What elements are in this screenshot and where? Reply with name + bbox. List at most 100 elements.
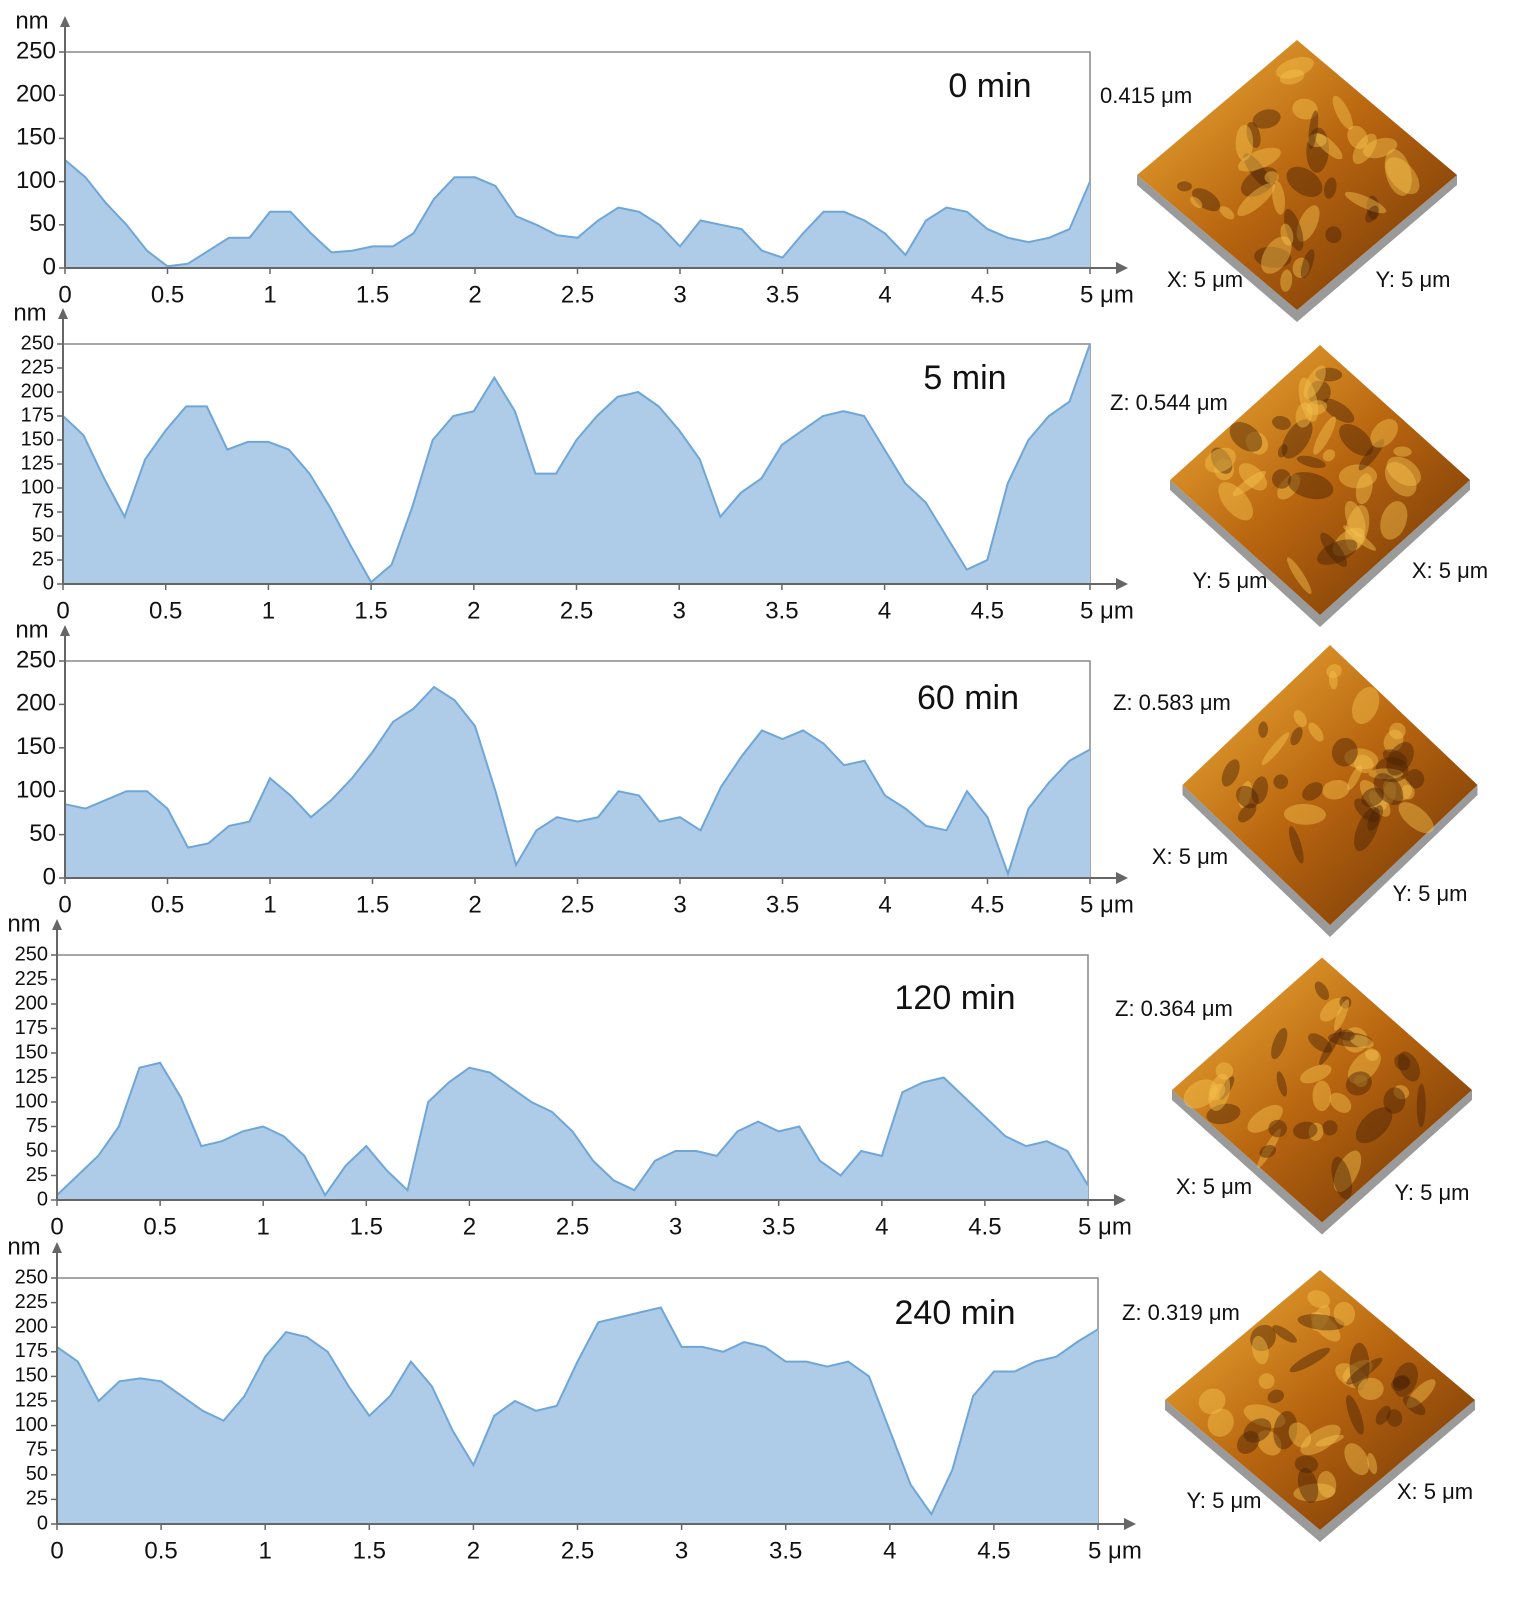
y-tick-label: 50 bbox=[32, 524, 54, 546]
y-tick-label: 200 bbox=[16, 81, 56, 108]
afm-texture bbox=[1307, 133, 1327, 148]
x-tick-label: 5 μm bbox=[1080, 597, 1134, 624]
afm-texture bbox=[1232, 470, 1267, 497]
image-annotation: X: 5 μm bbox=[1397, 1479, 1473, 1504]
afm-texture bbox=[1351, 686, 1380, 725]
afm-texture bbox=[1416, 1083, 1426, 1128]
afm-texture bbox=[1254, 246, 1292, 268]
afm-texture bbox=[1383, 1087, 1406, 1114]
afm-texture bbox=[1183, 1079, 1218, 1109]
y-tick-label: 150 bbox=[16, 124, 56, 151]
x-tick-label: 4.5 bbox=[971, 891, 1004, 918]
afm-texture bbox=[1327, 1031, 1373, 1048]
afm-texture bbox=[1393, 1362, 1418, 1397]
x-tick-label: 4 bbox=[878, 281, 891, 308]
afm-texture bbox=[1405, 769, 1425, 789]
afm-texture bbox=[1308, 722, 1324, 742]
afm-texture bbox=[1319, 1027, 1342, 1066]
afm-texture bbox=[1339, 996, 1352, 1009]
x-tick-label: 1 bbox=[262, 597, 275, 624]
afm-texture bbox=[1344, 500, 1366, 538]
x-arrow bbox=[1114, 1194, 1126, 1206]
afm-texture bbox=[1192, 188, 1221, 212]
afm-texture bbox=[1245, 431, 1269, 455]
afm-texture bbox=[1272, 415, 1291, 430]
x-tick-label: 2.5 bbox=[561, 1537, 594, 1564]
x-tick-label: 3 bbox=[673, 891, 686, 918]
afm-texture bbox=[1333, 1301, 1356, 1326]
afm-texture bbox=[1367, 1452, 1378, 1475]
afm-texture bbox=[1367, 805, 1384, 831]
x-tick-label: 4.5 bbox=[968, 1213, 1001, 1240]
y-tick-label: 75 bbox=[26, 1115, 48, 1137]
afm-texture bbox=[1296, 455, 1326, 469]
y-tick-label: 250 bbox=[15, 943, 48, 965]
profile-line bbox=[64, 685, 1091, 877]
afm-texture bbox=[1366, 195, 1380, 220]
afm-texture bbox=[1243, 1404, 1286, 1428]
afm-texture bbox=[1258, 1373, 1275, 1389]
x-tick-label: 1.5 bbox=[356, 891, 389, 918]
afm-texture bbox=[1344, 1443, 1370, 1476]
afm-texture bbox=[1218, 482, 1254, 521]
afm-texture bbox=[1294, 1455, 1319, 1473]
afm-texture bbox=[1276, 1071, 1288, 1097]
y-arrow bbox=[60, 16, 70, 27]
afm-texture bbox=[1290, 727, 1303, 746]
afm-texture bbox=[1190, 196, 1203, 209]
y-tick-label: 250 bbox=[16, 37, 56, 64]
afm-texture bbox=[1277, 444, 1288, 458]
afm-texture bbox=[1251, 776, 1269, 805]
afm-texture bbox=[1339, 423, 1374, 456]
afm-texture bbox=[1210, 447, 1233, 474]
y-tick-label: 200 bbox=[16, 690, 56, 717]
y-tick-label: 50 bbox=[29, 210, 56, 237]
area-fill bbox=[65, 160, 1090, 268]
afm-texture bbox=[1375, 757, 1409, 783]
x-arrow bbox=[1116, 578, 1128, 590]
image-annotation: Z: 0.319 μm bbox=[1122, 1300, 1240, 1325]
afm-texture bbox=[1271, 1027, 1288, 1060]
x-arrow bbox=[1124, 1518, 1136, 1530]
x-tick-label: 4 bbox=[878, 597, 891, 624]
afm-texture bbox=[1308, 1033, 1333, 1053]
afm-texture bbox=[1358, 439, 1385, 471]
afm-texture bbox=[1373, 773, 1404, 805]
afm-texture bbox=[1320, 532, 1347, 567]
afm-texture bbox=[1240, 167, 1278, 197]
afm-texture bbox=[1322, 398, 1355, 423]
afm-texture bbox=[1271, 469, 1292, 489]
y-tick-label: 150 bbox=[16, 733, 56, 760]
image-annotation: Z: 0.544 μm bbox=[1110, 390, 1228, 415]
x-tick-label: 0 bbox=[58, 891, 71, 918]
afm-texture bbox=[1393, 1085, 1410, 1100]
afm-texture bbox=[1310, 1311, 1341, 1342]
y-tick-label: 50 bbox=[29, 820, 56, 847]
x-tick-label: 4.5 bbox=[971, 597, 1004, 624]
afm-texture bbox=[1386, 456, 1421, 487]
x-tick-label: 1 bbox=[263, 891, 276, 918]
y-tick-label: 150 bbox=[15, 1365, 48, 1387]
afm-texture bbox=[1322, 1120, 1338, 1136]
afm-texture bbox=[1384, 461, 1417, 497]
y-tick-label: 100 bbox=[15, 1090, 48, 1112]
afm-texture bbox=[1354, 806, 1380, 852]
y-axis-label: nm bbox=[7, 1233, 40, 1260]
afm-texture bbox=[1280, 223, 1294, 246]
profile-line bbox=[56, 1306, 1099, 1517]
afm-texture bbox=[1320, 997, 1344, 1022]
afm-texture bbox=[1332, 527, 1365, 557]
afm-texture bbox=[1286, 557, 1312, 595]
afm-image bbox=[1170, 345, 1470, 615]
x-tick-label: 3 bbox=[673, 281, 686, 308]
afm-texture bbox=[1238, 463, 1268, 491]
afm-texture bbox=[1346, 1394, 1364, 1435]
x-tick-label: 0 bbox=[58, 281, 71, 308]
afm-texture bbox=[1347, 1049, 1381, 1084]
afm-texture bbox=[1359, 780, 1391, 817]
x-tick-label: 3 bbox=[675, 1537, 688, 1564]
y-tick-label: 0 bbox=[43, 863, 56, 890]
y-tick-label: 125 bbox=[15, 1066, 48, 1088]
afm-texture bbox=[1343, 525, 1377, 551]
